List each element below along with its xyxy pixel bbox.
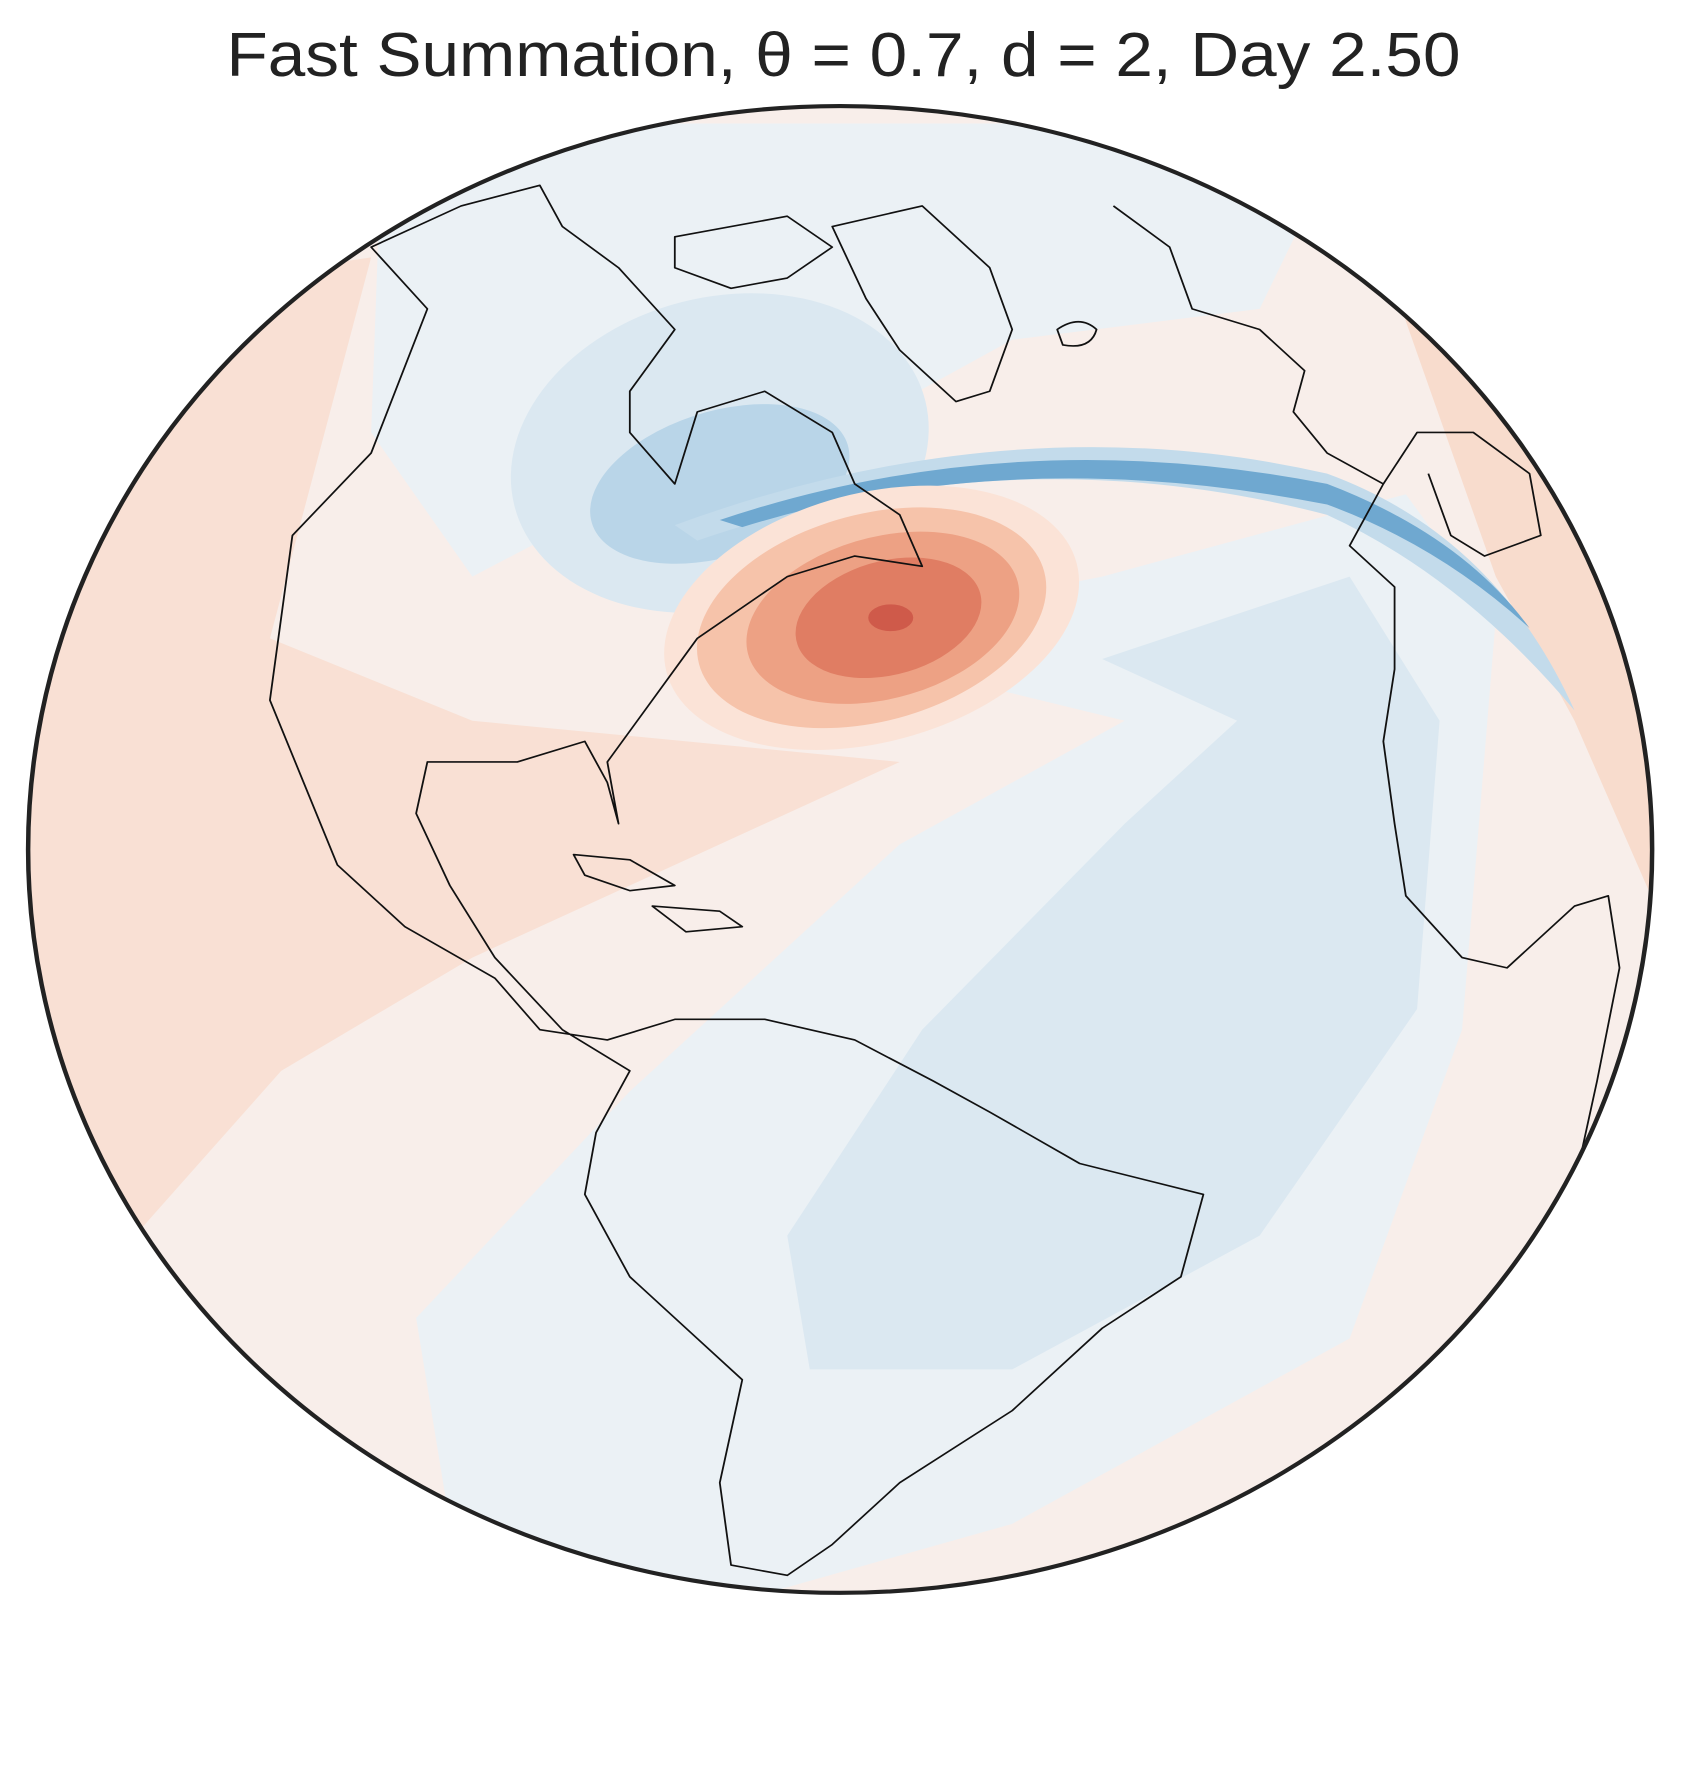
field [28,106,1653,1593]
cool-region [787,576,1440,1370]
low [868,604,914,632]
globe-outline [25,103,1655,1595]
coastline [1056,320,1098,347]
coastline [673,215,834,290]
coastline [269,184,1205,1577]
jet-band [719,460,1530,629]
coastline [572,853,744,933]
warm-region [28,257,900,1339]
coastline [831,205,1014,403]
map-title: Fast Summation, θ = 0.7, d = 2, Day 2.50 [227,20,1461,90]
coastline [1112,205,1621,1185]
